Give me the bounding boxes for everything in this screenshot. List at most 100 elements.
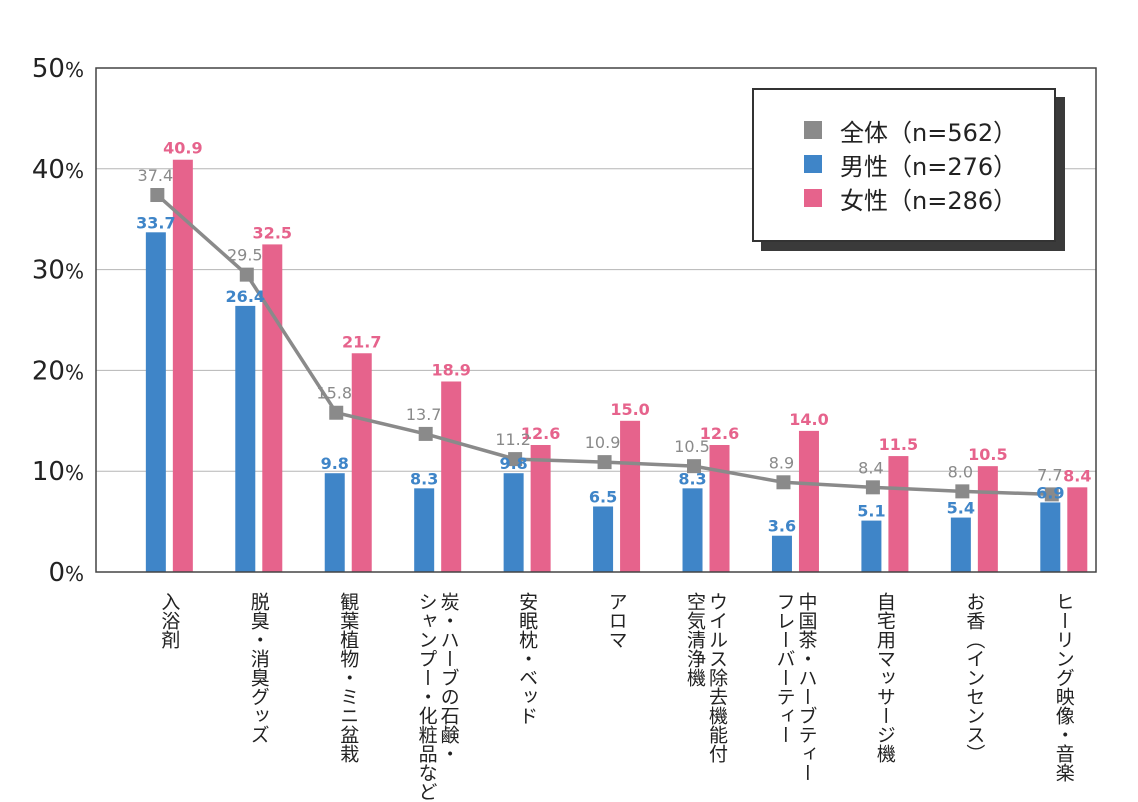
- x-category-line: 脱臭・消臭グッズ: [247, 592, 270, 744]
- legend: 全体（n=562） 男性（n=276） 女性（n=286）: [752, 88, 1056, 242]
- bar-female: [888, 456, 909, 572]
- y-tick-number: 20: [32, 356, 65, 386]
- bar-female: [351, 353, 372, 572]
- plot-frame: [95, 67, 1097, 573]
- bar-male: [593, 506, 614, 572]
- total-marker: [865, 480, 880, 495]
- y-tick-number: 10: [32, 457, 65, 487]
- total-marker: [776, 475, 791, 490]
- bar-male: [324, 473, 345, 572]
- x-category-label: 脱臭・消臭グッズ: [248, 592, 270, 797]
- total-marker: [955, 484, 970, 499]
- bar-male: [861, 520, 882, 572]
- data-label-male: 33.7: [136, 213, 175, 232]
- legend-label-male: 男性（n=276）: [840, 152, 1018, 181]
- bar-female: [977, 466, 998, 572]
- legend-swatch-male: [804, 155, 822, 173]
- bars: [145, 159, 1088, 572]
- data-label-female: 11.5: [879, 435, 918, 454]
- x-category-line: アロマ: [605, 592, 628, 649]
- total-marker: [687, 459, 702, 474]
- data-label-total: 11.2: [495, 430, 531, 449]
- x-category-line: 中国茶・ハーブティー: [795, 592, 818, 782]
- data-label-total: 15.8: [316, 384, 352, 403]
- data-label-female: 10.5: [968, 445, 1007, 464]
- x-category-line: フレーバーティー: [773, 592, 796, 744]
- legend-item-female: 女性（n=286）: [804, 182, 1017, 215]
- total-marker: [508, 452, 523, 467]
- y-tick-label: 0%: [48, 558, 84, 588]
- legend-swatch-female: [804, 189, 822, 207]
- x-category-label: 炭・ハーブの石鹸・ シャンプー・化粧品など: [415, 592, 460, 801]
- total-marker: [597, 455, 612, 470]
- x-category-line: 観葉植物・ミニ盆栽: [337, 592, 360, 763]
- x-category-label: アロマ: [606, 592, 628, 797]
- y-tick-number: 40: [32, 155, 65, 185]
- legend-swatch-total: [804, 121, 822, 139]
- bar-male: [145, 232, 166, 572]
- data-label-male: 5.4: [947, 499, 975, 518]
- y-tick-number: 0: [48, 558, 65, 588]
- data-label-total: 8.9: [769, 453, 794, 472]
- x-category-label: ヒーリング映像・音楽: [1053, 592, 1075, 797]
- y-tick-label: 50%: [32, 54, 84, 84]
- bar-female: [1067, 487, 1088, 572]
- data-label-female: 15.0: [610, 400, 649, 419]
- legend-item-total: 全体（n=562）: [804, 114, 1017, 147]
- y-tick-label: 30%: [32, 256, 84, 286]
- data-label-male: 8.3: [410, 469, 438, 488]
- data-label-male: 5.1: [857, 502, 885, 521]
- x-category-label: 中国茶・ハーブティー フレーバーティー: [773, 592, 817, 797]
- bar-male: [771, 535, 792, 572]
- data-label-total: 13.7: [406, 405, 442, 424]
- bar-male: [414, 488, 435, 572]
- bar-male: [235, 305, 256, 572]
- data-label-female: 40.9: [163, 139, 202, 158]
- data-label-male: 9.8: [499, 454, 527, 473]
- x-category-label: 入浴剤: [158, 592, 180, 797]
- data-label-male: 8.3: [678, 469, 706, 488]
- data-label-male: 3.6: [768, 517, 796, 536]
- data-label-female: 21.7: [342, 332, 381, 351]
- y-tick-unit: %: [65, 159, 84, 183]
- data-label-female: 12.6: [700, 424, 739, 443]
- total-marker: [329, 405, 344, 420]
- y-tick-unit: %: [65, 360, 84, 384]
- data-label-male: 9.8: [321, 454, 349, 473]
- data-label-female: 14.0: [789, 410, 828, 429]
- data-label-male: 6.9: [1036, 483, 1064, 502]
- x-category-line: 炭・ハーブの石鹸・: [437, 592, 460, 763]
- total-line: [150, 188, 1059, 502]
- x-category-line: シャンプー・化粧品など: [415, 592, 438, 801]
- x-category-label: ウイルス除去機能付 空気清浄機: [684, 592, 728, 797]
- data-label-total: 37.4: [138, 166, 174, 185]
- x-category-line: 自宅用マッサージ機: [873, 592, 896, 763]
- x-category-line: ウイルス除去機能付: [706, 592, 729, 763]
- data-labels: 33.7 40.9 37.4 26.4 32.5 29.5 9.8 21.7 15.8 8.3 18…: [136, 139, 1091, 536]
- data-label-female: 18.9: [431, 360, 470, 379]
- x-category-label: 観葉植物・ミニ盆栽: [337, 592, 359, 797]
- x-category-label: 自宅用マッサージ機: [874, 592, 896, 797]
- total-marker: [239, 267, 254, 282]
- y-tick-label: 40%: [32, 155, 84, 185]
- data-label-total: 8.0: [948, 462, 973, 481]
- x-category-label: お香（インセンス）: [963, 592, 985, 797]
- total-marker: [1044, 487, 1059, 502]
- x-category-line: 空気清浄機: [684, 592, 707, 687]
- y-tick-label: 20%: [32, 356, 84, 386]
- x-category-line: 入浴剤: [158, 592, 181, 649]
- y-tick-unit: %: [65, 58, 84, 82]
- bar-male: [503, 473, 524, 572]
- x-category-line: ヒーリング映像・音楽: [1052, 592, 1075, 782]
- data-label-female: 32.5: [253, 223, 292, 242]
- bar-male: [950, 517, 971, 572]
- bar-female: [441, 381, 462, 572]
- bar-female: [262, 244, 283, 572]
- y-tick-number: 30: [32, 256, 65, 286]
- total-marker: [150, 188, 165, 203]
- y-tick-unit: %: [65, 461, 84, 485]
- total-marker: [418, 426, 433, 441]
- x-category-line: お香（インセンス）: [963, 592, 986, 763]
- bar-female: [530, 444, 551, 572]
